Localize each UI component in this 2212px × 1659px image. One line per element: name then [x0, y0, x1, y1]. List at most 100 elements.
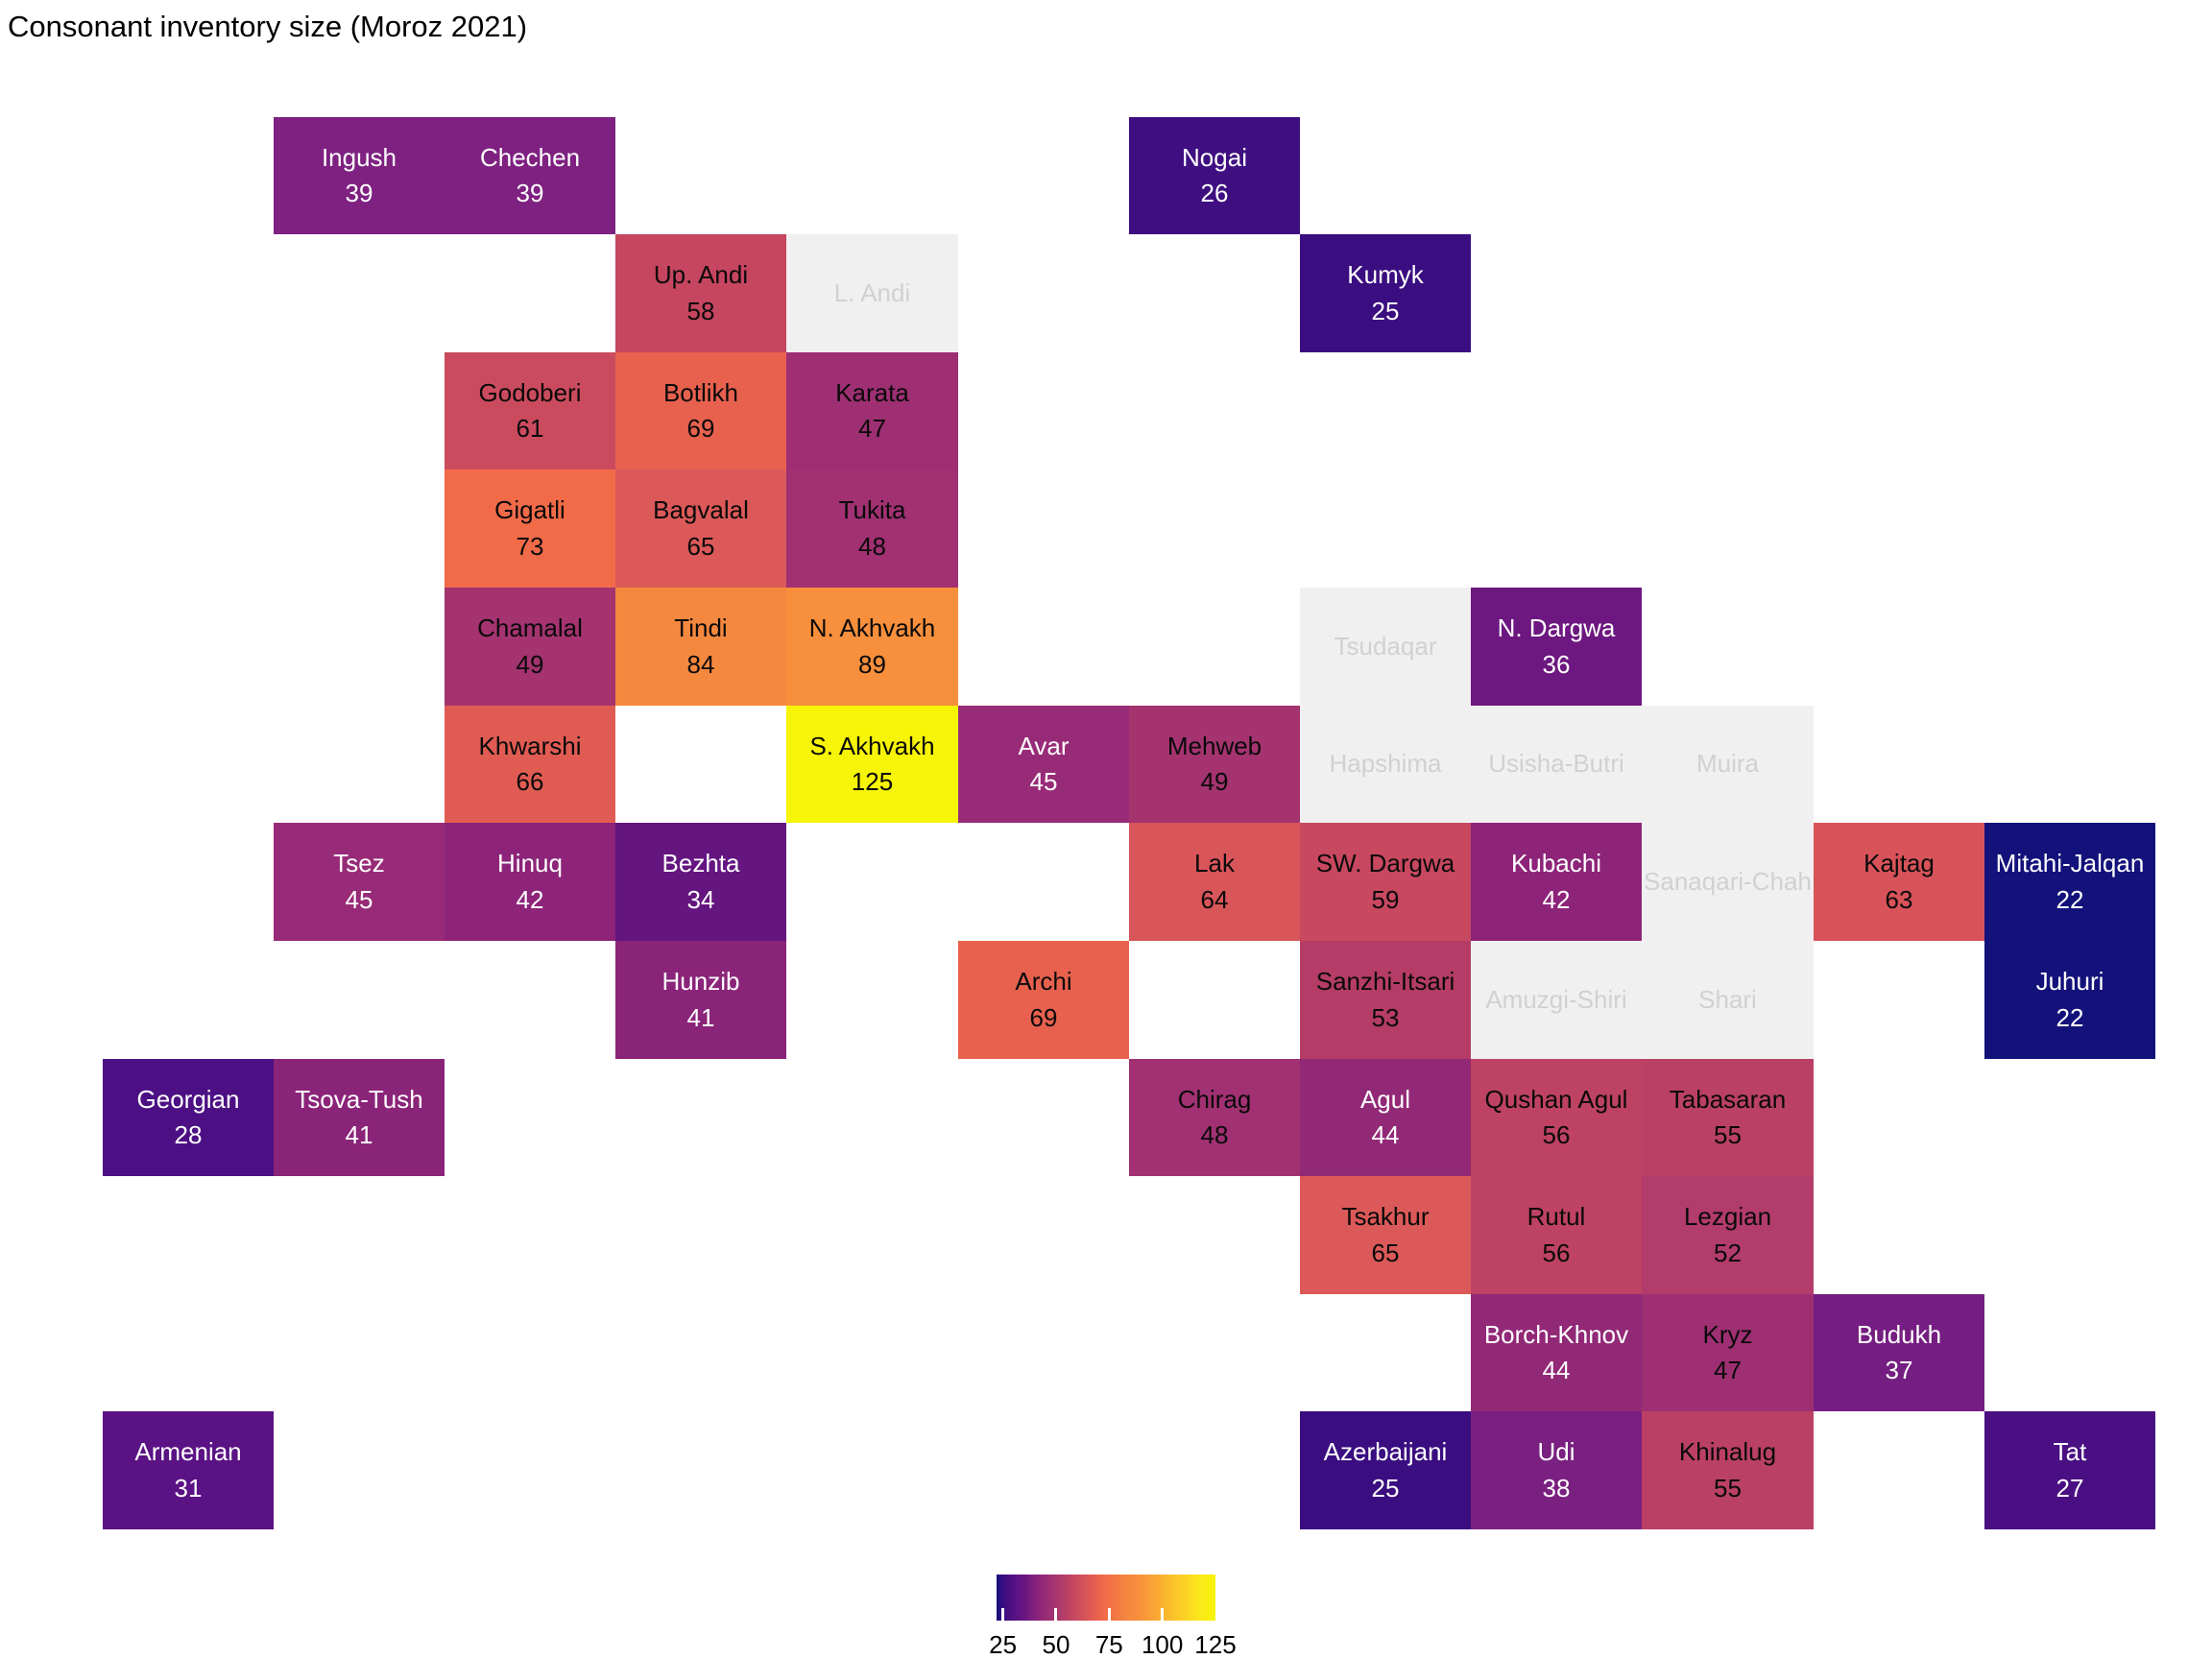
tile-value: 73 [516, 531, 544, 561]
tile-language-label: Georgian [136, 1084, 240, 1114]
tile-usisha-butri: Usisha-Butri [1471, 706, 1642, 823]
tile-language-label: Shari [1698, 984, 1757, 1014]
tile-language-label: Karata [835, 377, 909, 407]
tile-muira: Muira [1642, 706, 1814, 823]
tile-language-label: Lak [1194, 849, 1235, 878]
tile-language-label: Azerbaijani [1323, 1437, 1448, 1467]
tile-language-label: Juhuri [2035, 967, 2104, 997]
tile-language-label: Kryz [1702, 1319, 1753, 1349]
tile-kumyk: Kumyk 25 [1300, 234, 1471, 352]
tile-value: 56 [1542, 1120, 1571, 1149]
tile-language-label: Gigatli [494, 495, 565, 525]
tile-budukh: Budukh 37 [1814, 1294, 1984, 1411]
tile-language-label: Tukita [838, 495, 906, 525]
tile-up-andi: Up. Andi 58 [615, 234, 786, 352]
tile-language-label: Lezgian [1683, 1202, 1772, 1232]
tile-value: 41 [686, 1002, 715, 1032]
tile-armenian: Armenian 31 [103, 1411, 274, 1529]
tile-language-label: Up. Andi [653, 260, 749, 290]
tile-tukita: Tukita 48 [786, 469, 958, 588]
tile-tsova-tush: Tsova-Tush 41 [274, 1059, 445, 1176]
legend-tick-label-25: 25 [989, 1630, 1018, 1659]
tile-value: 34 [686, 884, 715, 914]
tile-chirag: Chirag 48 [1129, 1059, 1300, 1176]
tile-language-label: Bagvalal [653, 495, 749, 525]
tile-hapshima: Hapshima [1300, 706, 1471, 823]
tile-value: 45 [345, 884, 373, 914]
tile-lezgian: Lezgian 52 [1642, 1176, 1814, 1294]
tile-language-label: Chirag [1177, 1084, 1252, 1114]
tile-language-label: Mitahi-Jalqan [1995, 849, 2145, 878]
tile-hunzib: Hunzib 41 [615, 941, 786, 1059]
tile-shari: Shari [1642, 941, 1814, 1059]
tile-language-label: Ingush [321, 142, 397, 172]
tile-value: 31 [174, 1473, 203, 1503]
tile-s-akhvakh: S. Akhvakh 125 [786, 706, 958, 823]
tile-language-label: Avar [1018, 731, 1070, 760]
tile-bezhta: Bezhta 34 [615, 823, 786, 941]
tile-language-label: Tsudaqar [1334, 631, 1437, 661]
tile-lak: Lak 64 [1129, 823, 1300, 941]
tile-language-label: Kubachi [1511, 849, 1601, 878]
tile-value: 125 [851, 767, 894, 796]
tile-language-label: Tsez [333, 849, 385, 878]
legend-gradient-bar [997, 1575, 1215, 1621]
tile-hinuq: Hinuq 42 [445, 823, 615, 941]
tile-value: 63 [1885, 884, 1913, 914]
tile-tsez: Tsez 45 [274, 823, 445, 941]
tile-amuzgi-shiri: Amuzgi-Shiri [1471, 941, 1642, 1059]
tile-value: 41 [345, 1120, 373, 1149]
tile-value: 49 [1200, 767, 1229, 796]
tile-value: 38 [1542, 1473, 1571, 1503]
tile-tsudaqar: Tsudaqar [1300, 588, 1471, 706]
tile-language-label: SW. Dargwa [1315, 849, 1455, 878]
tile-kryz: Kryz 47 [1642, 1294, 1814, 1411]
tile-value: 27 [2056, 1473, 2084, 1503]
tile-botlikh: Botlikh 69 [615, 352, 786, 469]
tile-language-label: Khwarshi [478, 731, 582, 760]
tile-language-label: Nogai [1182, 142, 1247, 172]
tile-language-label: Sanaqari-Chah [1644, 866, 1812, 896]
tile-value: 28 [174, 1120, 203, 1149]
tile-language-label: Khinalug [1678, 1437, 1777, 1467]
tile-language-label: Kajtag [1863, 849, 1935, 878]
tile-khinalug: Khinalug 55 [1642, 1411, 1814, 1529]
tile-language-label: Botlikh [662, 377, 739, 407]
tile-n-akhvakh: N. Akhvakh 89 [786, 588, 958, 706]
tile-udi: Udi 38 [1471, 1411, 1642, 1529]
tile-language-label: Chamalal [477, 613, 583, 643]
tile-archi: Archi 69 [958, 941, 1129, 1059]
tile-avar: Avar 45 [958, 706, 1129, 823]
tile-value: 69 [1029, 1002, 1058, 1032]
tile-kajtag: Kajtag 63 [1814, 823, 1984, 941]
tile-value: 44 [1542, 1356, 1571, 1384]
tile-value: 58 [686, 296, 715, 325]
tile-language-label: Agul [1359, 1084, 1411, 1114]
legend-tick-label-75: 75 [1094, 1630, 1123, 1659]
tile-karata: Karata 47 [786, 352, 958, 469]
tile-value: 42 [516, 884, 544, 914]
tile-language-label: N. Akhvakh [808, 613, 936, 643]
tile-value: 48 [1200, 1120, 1229, 1149]
tile-language-label: Tindi [674, 613, 728, 643]
tile-bagvalal: Bagvalal 65 [615, 469, 786, 588]
tile-value: 66 [516, 767, 544, 796]
tile-sw-dargwa: SW. Dargwa 59 [1300, 823, 1471, 941]
legend-tick-label-50: 50 [1042, 1630, 1070, 1659]
tile-value: 36 [1542, 649, 1571, 679]
tile-kubachi: Kubachi 42 [1471, 823, 1642, 941]
tile-value: 59 [1371, 884, 1400, 914]
tile-language-label: Godoberi [478, 377, 582, 407]
tile-value: 25 [1371, 1473, 1400, 1503]
tile-value: 22 [2056, 1002, 2084, 1032]
tile-tat: Tat 27 [1984, 1411, 2155, 1529]
legend-tick-mark-100 [1161, 1608, 1165, 1621]
tile-language-label: Kumyk [1347, 260, 1424, 290]
tile-value: 61 [516, 414, 544, 443]
tile-language-label: Tsova-Tush [295, 1084, 423, 1114]
tile-value: 65 [1371, 1238, 1400, 1267]
tile-borch-khnov: Borch-Khnov 44 [1471, 1294, 1642, 1411]
tile-value: 25 [1371, 296, 1400, 325]
tile-language-label: Borch-Khnov [1483, 1319, 1629, 1349]
legend-tick-label-125: 125 [1194, 1630, 1237, 1659]
